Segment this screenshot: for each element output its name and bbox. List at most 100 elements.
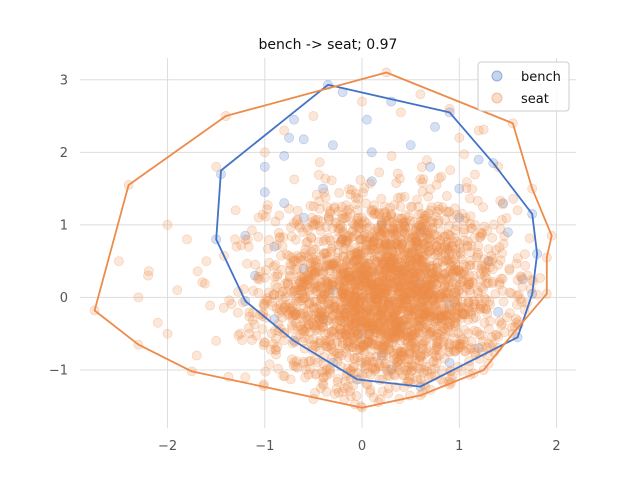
data-point-seat bbox=[387, 287, 398, 297]
data-point-bench bbox=[361, 114, 372, 125]
data-point-seat bbox=[358, 299, 369, 310]
data-point-seat bbox=[424, 246, 435, 257]
data-point-seat bbox=[359, 314, 370, 325]
data-point-seat bbox=[421, 282, 432, 293]
data-point-seat bbox=[478, 283, 488, 294]
data-point-seat bbox=[314, 308, 325, 319]
data-point-seat bbox=[369, 236, 380, 247]
data-point-seat bbox=[427, 307, 437, 318]
data-point-seat bbox=[442, 316, 453, 326]
data-point-seat bbox=[358, 309, 369, 320]
data-point-seat bbox=[339, 316, 350, 327]
data-point-seat bbox=[431, 279, 441, 289]
data-point-seat bbox=[342, 211, 352, 222]
data-point-seat bbox=[451, 313, 462, 323]
data-point-seat bbox=[201, 256, 212, 266]
data-point-seat bbox=[356, 249, 366, 260]
data-point-seat bbox=[272, 271, 283, 282]
data-point-seat bbox=[310, 257, 321, 268]
data-point-seat bbox=[443, 322, 453, 333]
data-point-seat bbox=[268, 290, 279, 301]
data-point-seat bbox=[441, 286, 452, 297]
data-point-seat bbox=[303, 275, 314, 286]
data-point-seat bbox=[381, 285, 392, 295]
data-point-seat bbox=[291, 296, 301, 306]
data-point-seat bbox=[444, 310, 454, 320]
data-point-seat bbox=[460, 346, 470, 357]
data-point-seat bbox=[458, 268, 468, 279]
data-point-seat bbox=[172, 285, 183, 296]
data-point-seat bbox=[419, 311, 430, 321]
data-point-seat bbox=[402, 277, 413, 287]
data-point-seat bbox=[338, 285, 349, 295]
data-point-seat bbox=[372, 312, 383, 323]
data-point-seat bbox=[412, 291, 423, 302]
data-point-seat bbox=[443, 272, 453, 283]
data-point-seat bbox=[522, 270, 533, 281]
data-point-seat bbox=[371, 284, 382, 295]
data-point-seat bbox=[342, 235, 352, 246]
data-point-seat bbox=[324, 260, 335, 270]
data-point-seat bbox=[352, 205, 363, 215]
data-point-seat bbox=[433, 246, 444, 257]
data-point-seat bbox=[408, 268, 419, 278]
data-point-seat bbox=[264, 257, 275, 268]
data-point-seat bbox=[423, 346, 434, 357]
data-point-seat bbox=[464, 193, 475, 204]
data-point-seat bbox=[411, 223, 422, 233]
data-point-seat bbox=[416, 284, 427, 294]
data-point-seat bbox=[342, 205, 353, 216]
data-point-seat bbox=[368, 392, 379, 403]
data-point-seat bbox=[349, 255, 360, 266]
data-point-seat bbox=[392, 281, 403, 292]
data-point-seat bbox=[366, 309, 376, 320]
data-point-seat bbox=[399, 329, 409, 340]
data-point-seat bbox=[364, 232, 375, 242]
data-point-seat bbox=[363, 290, 374, 300]
data-point-seat bbox=[406, 253, 416, 264]
data-point-seat bbox=[438, 303, 449, 314]
data-point-seat bbox=[388, 222, 399, 232]
data-point-seat bbox=[299, 283, 310, 293]
data-point-seat bbox=[267, 297, 278, 308]
data-point-seat bbox=[397, 226, 408, 237]
data-point-seat bbox=[399, 313, 410, 324]
data-point-seat bbox=[387, 263, 398, 274]
data-point-seat bbox=[437, 340, 448, 351]
data-point-seat bbox=[273, 227, 284, 238]
data-point-seat bbox=[469, 169, 480, 180]
data-point-seat bbox=[471, 260, 482, 271]
data-point-seat bbox=[441, 294, 452, 305]
data-point-seat bbox=[320, 248, 331, 259]
data-point-seat bbox=[363, 264, 374, 275]
data-point-seat bbox=[480, 267, 491, 277]
data-point-seat bbox=[338, 293, 349, 303]
data-point-seat bbox=[270, 344, 281, 355]
data-point-seat bbox=[434, 320, 444, 331]
data-point-seat bbox=[383, 248, 394, 258]
data-point-seat bbox=[407, 243, 418, 254]
data-point-seat bbox=[349, 219, 360, 230]
data-point-seat bbox=[357, 280, 368, 291]
data-point-seat bbox=[339, 283, 350, 294]
data-point-seat bbox=[303, 369, 314, 380]
data-point-seat bbox=[459, 269, 470, 280]
data-point-seat bbox=[439, 282, 450, 293]
data-point-bench bbox=[318, 314, 328, 325]
data-point-seat bbox=[475, 232, 486, 242]
data-point-seat bbox=[350, 320, 361, 330]
data-point-seat bbox=[381, 334, 392, 345]
data-point-seat bbox=[408, 299, 419, 310]
data-point-seat bbox=[416, 262, 427, 273]
data-point-seat bbox=[334, 187, 345, 198]
data-point-seat bbox=[347, 333, 357, 344]
data-point-seat bbox=[279, 371, 290, 381]
data-point-seat bbox=[415, 254, 426, 265]
data-point-seat bbox=[449, 311, 460, 322]
data-point-seat bbox=[283, 308, 294, 319]
data-point-seat bbox=[358, 317, 369, 328]
data-point-seat bbox=[380, 358, 391, 369]
data-point-seat bbox=[361, 262, 372, 272]
data-point-seat bbox=[288, 286, 299, 297]
data-point-seat bbox=[311, 297, 321, 307]
